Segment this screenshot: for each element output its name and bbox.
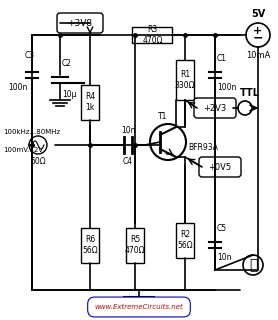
Text: C4: C4	[123, 157, 133, 166]
Text: +3V8: +3V8	[68, 19, 93, 28]
Bar	[176, 222, 194, 258]
Text: C5: C5	[217, 224, 227, 233]
Bar	[126, 228, 144, 262]
Bar	[81, 84, 99, 119]
Bar	[81, 228, 99, 262]
Text: 5V: 5V	[251, 9, 265, 19]
Text: −: −	[253, 31, 263, 44]
Text: 10n: 10n	[121, 126, 135, 135]
Text: R3
470Ω: R3 470Ω	[142, 25, 163, 45]
Text: R4
1k: R4 1k	[85, 92, 95, 112]
Bar	[176, 60, 194, 100]
Text: C2: C2	[62, 59, 72, 68]
Text: 100n: 100n	[217, 83, 236, 92]
Text: 10μ: 10μ	[62, 90, 76, 99]
Text: TTL: TTL	[240, 88, 260, 98]
FancyBboxPatch shape	[199, 157, 241, 177]
Text: R2
56Ω: R2 56Ω	[177, 230, 193, 250]
Text: +: +	[253, 26, 263, 36]
FancyBboxPatch shape	[194, 98, 236, 118]
FancyBboxPatch shape	[57, 13, 103, 33]
Text: +0V5: +0V5	[208, 163, 232, 172]
Text: R1
330Ω: R1 330Ω	[175, 70, 195, 90]
Text: 10n: 10n	[217, 253, 232, 262]
Text: 10mA: 10mA	[246, 51, 270, 60]
Text: 100n: 100n	[8, 83, 28, 92]
Text: +2V3: +2V3	[203, 103, 227, 113]
Text: 50Ω: 50Ω	[30, 157, 46, 166]
Text: R5
470Ω: R5 470Ω	[125, 235, 145, 255]
Text: 100mV...2V: 100mV...2V	[3, 147, 43, 153]
Text: ⏚: ⏚	[249, 258, 257, 272]
Bar	[133, 27, 173, 43]
Text: BFR93A: BFR93A	[188, 142, 218, 151]
Text: C1: C1	[217, 54, 227, 63]
Text: www.ExtremeCircuits.net: www.ExtremeCircuits.net	[95, 304, 183, 310]
Text: C3: C3	[25, 51, 35, 60]
Text: R6
56Ω: R6 56Ω	[82, 235, 98, 255]
Text: 100kHz...80MHz: 100kHz...80MHz	[3, 129, 60, 135]
Text: T1: T1	[158, 112, 168, 121]
